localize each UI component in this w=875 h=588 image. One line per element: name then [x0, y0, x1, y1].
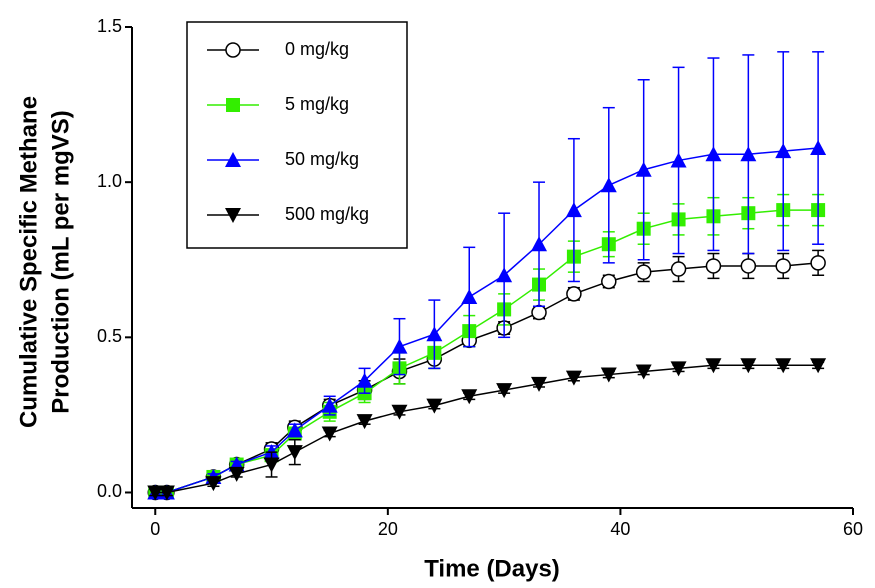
marker: [775, 258, 791, 274]
legend-label: 50 mg/kg: [285, 149, 359, 169]
x-axis-title: Time (Days): [424, 555, 560, 582]
marker: [601, 273, 617, 290]
marker: [496, 267, 513, 283]
marker: [263, 457, 280, 473]
x-tick-label: 20: [378, 519, 398, 539]
y-tick-label: 0.0: [97, 481, 122, 501]
marker: [531, 304, 547, 321]
marker: [391, 338, 408, 354]
x-tick-label: 60: [843, 519, 863, 539]
marker: [356, 414, 373, 430]
marker: [461, 288, 478, 304]
marker: [565, 202, 582, 218]
marker: [670, 361, 687, 377]
marker: [705, 358, 722, 374]
marker: [321, 426, 338, 442]
marker: [600, 177, 617, 193]
marker: [531, 376, 548, 392]
marker: [496, 383, 513, 399]
marker: [705, 146, 722, 162]
marker: [740, 358, 757, 374]
legend-marker: [225, 152, 241, 167]
marker: [635, 161, 652, 177]
marker: [810, 255, 826, 271]
marker: [321, 397, 338, 413]
marker: [391, 404, 408, 420]
legend-marker: [225, 208, 241, 223]
marker: [531, 236, 548, 252]
marker: [810, 358, 827, 374]
series-line: [155, 364, 819, 494]
marker: [356, 372, 373, 388]
marker: [670, 152, 687, 168]
y-axis-title: Cumulative Specific Methane: [15, 96, 42, 428]
x-tick-label: 40: [610, 519, 630, 539]
marker: [158, 485, 175, 501]
marker: [286, 445, 303, 461]
x-tick-label: 0: [150, 519, 160, 539]
marker: [600, 367, 617, 383]
marker: [635, 264, 652, 280]
series-line: [155, 209, 819, 494]
marker: [228, 466, 245, 482]
marker: [286, 422, 303, 438]
marker: [461, 389, 478, 405]
marker: [775, 358, 792, 374]
marker: [147, 485, 164, 501]
y-axis-title: Production (mL per mgVS): [47, 110, 74, 414]
legend-box: [186, 21, 408, 249]
legend: 0 mg/kg 5 mg/kg 50 mg/kg 500 mg/kg: [186, 21, 408, 249]
marker: [670, 261, 687, 277]
legend-marker: [226, 98, 240, 112]
y-tick-label: 1.0: [97, 171, 122, 191]
legend-label: 0 mg/kg: [285, 39, 349, 59]
marker: [740, 258, 757, 274]
y-tick-label: 0.5: [97, 326, 122, 346]
marker: [426, 326, 443, 342]
legend-marker: [225, 42, 241, 58]
marker: [810, 140, 827, 156]
marker: [566, 286, 582, 302]
marker: [635, 364, 652, 380]
marker: [426, 398, 443, 414]
marker: [205, 476, 222, 492]
marker: [565, 370, 582, 386]
legend-label: 5 mg/kg: [285, 94, 349, 114]
marker: [740, 146, 757, 162]
legend-label: 500 mg/kg: [285, 204, 369, 224]
marker: [705, 258, 722, 274]
marker: [775, 143, 792, 159]
y-tick-label: 1.5: [97, 16, 122, 36]
